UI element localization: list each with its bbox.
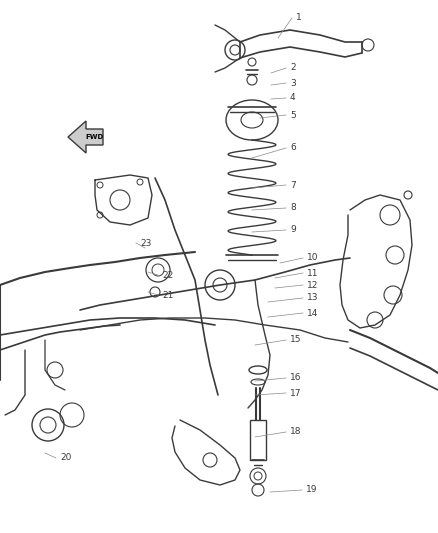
Text: 22: 22: [162, 271, 173, 279]
Text: 16: 16: [290, 374, 301, 383]
Polygon shape: [68, 121, 103, 153]
Text: 14: 14: [307, 309, 318, 318]
Text: 17: 17: [290, 389, 301, 398]
Text: 23: 23: [140, 238, 152, 247]
Text: 1: 1: [296, 13, 302, 22]
Text: 12: 12: [307, 280, 318, 289]
Text: FWD: FWD: [86, 134, 104, 140]
Text: 7: 7: [290, 181, 296, 190]
Text: 9: 9: [290, 225, 296, 235]
Text: 11: 11: [307, 269, 318, 278]
Text: 2: 2: [290, 63, 296, 72]
Text: 19: 19: [306, 486, 318, 495]
Text: 3: 3: [290, 78, 296, 87]
Text: 13: 13: [307, 294, 318, 303]
Text: 15: 15: [290, 335, 301, 344]
Text: 10: 10: [307, 254, 318, 262]
Text: 8: 8: [290, 204, 296, 213]
Text: 4: 4: [290, 93, 296, 102]
Text: 18: 18: [290, 427, 301, 437]
Text: 5: 5: [290, 110, 296, 119]
Text: 21: 21: [162, 290, 173, 300]
Text: 20: 20: [60, 454, 71, 463]
Text: 6: 6: [290, 143, 296, 152]
